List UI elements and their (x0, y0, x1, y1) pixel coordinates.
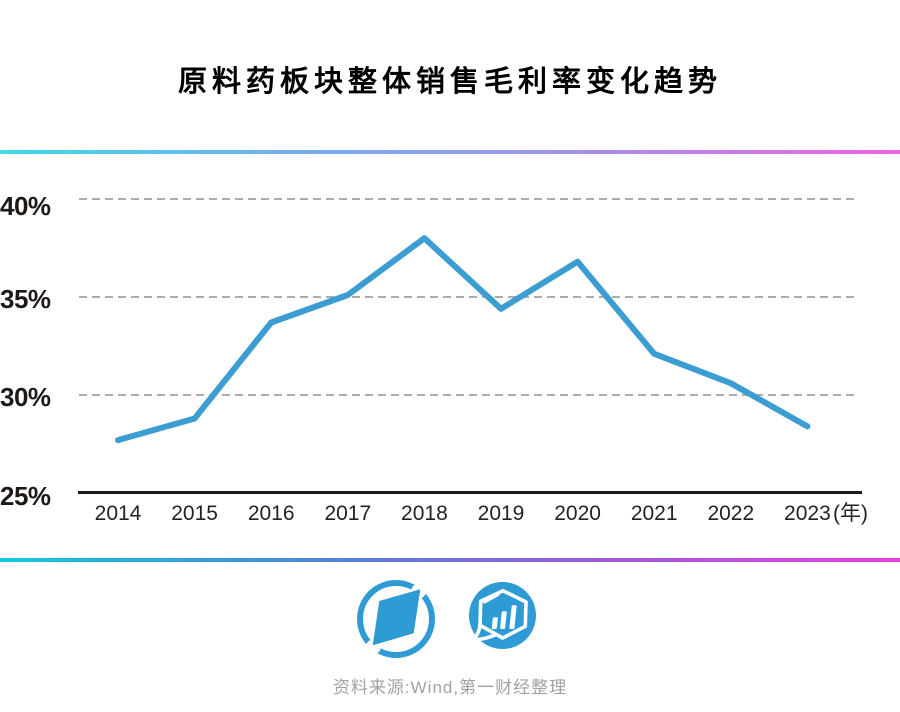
logo-tail (469, 623, 498, 642)
gradient-divider-top (0, 150, 900, 154)
x-axis-label: 2020 (554, 502, 601, 525)
x-axis-label: 2015 (171, 502, 218, 525)
x-axis-label: 2017 (324, 502, 372, 525)
page-title: 原料药板块整体销售毛利率变化趋势 (177, 66, 722, 98)
logo-ring (357, 580, 435, 658)
source-attribution: 资料来源:Wind,第一财经整理 (332, 678, 568, 697)
yicai-data-hexagon-logo-icon (469, 582, 536, 649)
gradient-divider-bottom (0, 558, 900, 562)
x-axis-labels: 2014 2015 2016 2017 2018 2019 2020 2021 2022 2023 (0, 502, 900, 528)
x-axis-label: 2014 (94, 502, 142, 525)
logo-parallelogram (372, 589, 421, 646)
x-axis-unit-label: (年) (833, 502, 868, 525)
y-tick-30: 30% (0, 382, 51, 412)
y-tick-35: 35% (0, 284, 51, 314)
logo-bars (491, 605, 517, 629)
x-axis-label: 2019 (477, 502, 525, 525)
x-axis-label: 2021 (630, 502, 678, 525)
x-axis-label: 2023 (784, 502, 831, 525)
gross-margin-series-line (115, 235, 811, 444)
x-axis-label: 2016 (247, 502, 295, 525)
line-chart (78, 198, 862, 494)
y-tick-40: 40% (0, 191, 51, 221)
x-axis-label: 2018 (401, 502, 448, 525)
logo-hexagon (478, 588, 528, 640)
y-tick-25: 25% (0, 481, 51, 511)
x-axis-label: 2022 (707, 502, 755, 525)
yicai-compass-logo-icon (357, 580, 435, 658)
logo-fold (482, 593, 500, 605)
